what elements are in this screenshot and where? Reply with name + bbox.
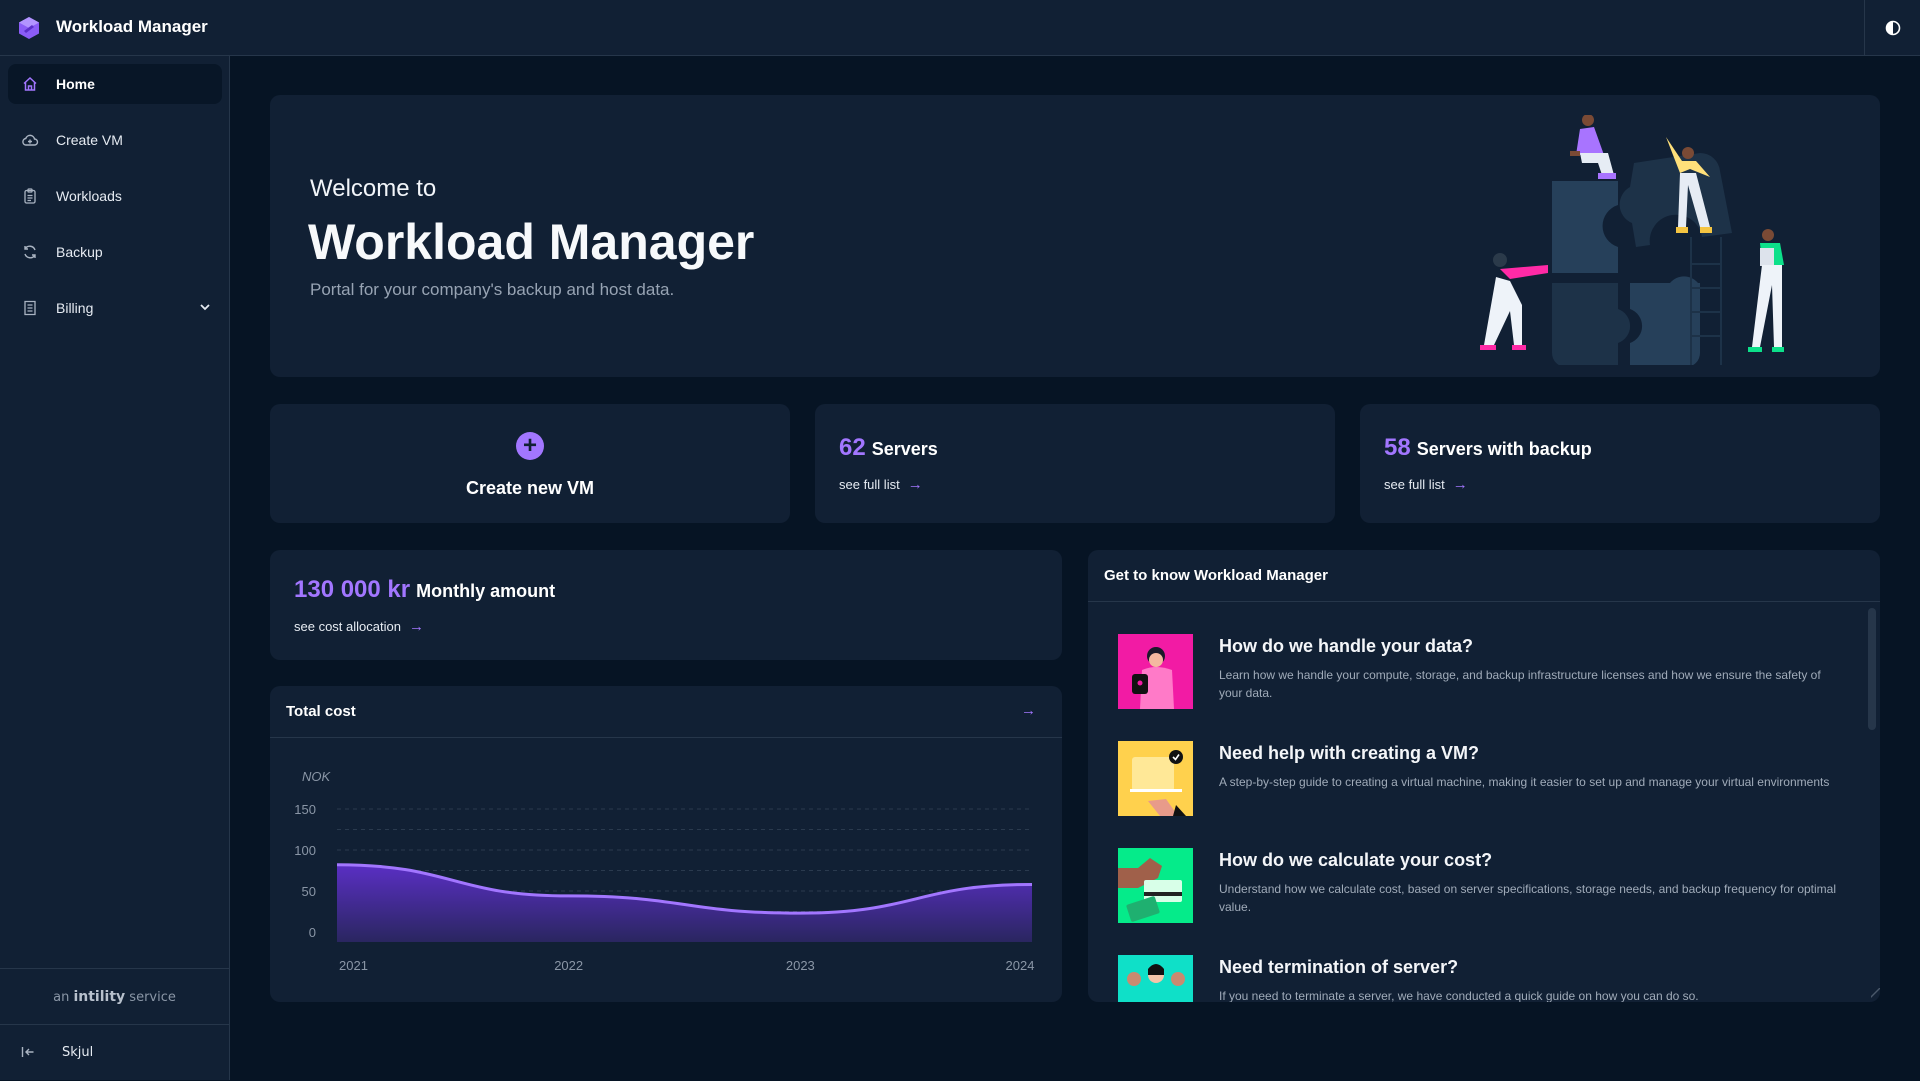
sidebar-item-label: Billing: [56, 300, 94, 316]
guide-item[interactable]: How do we calculate your cost? Understan…: [1118, 848, 1848, 928]
cloud-plus-icon: [20, 130, 40, 150]
create-vm-label: Create new VM: [465, 478, 595, 498]
get-to-know-header: Get to know Workload Manager: [1088, 550, 1880, 602]
guide-item[interactable]: Need help with creating a VM? A step-by-…: [1118, 741, 1848, 821]
backup-servers-card: 58 Servers with backup see full list →: [1360, 404, 1880, 523]
service-prefix: an: [53, 990, 70, 1005]
area-fill: [337, 864, 1032, 942]
service-suffix: service: [129, 990, 176, 1005]
y-tick-label: 0: [309, 925, 316, 940]
backup-label: Servers with backup: [1416, 439, 1592, 459]
plus-circle-icon: +: [516, 432, 544, 460]
laptop-check-illustration: [1118, 741, 1193, 816]
guide-item-description: A step-by-step guide to creating a virtu…: [1219, 775, 1830, 789]
service-footer: an intility service: [0, 968, 229, 1081]
top-bar: Workload Manager: [0, 0, 1920, 56]
sidebar-item-label: Home: [56, 76, 95, 92]
app-title: Workload Manager: [56, 17, 208, 36]
y-axis-label: NOK: [302, 769, 332, 784]
create-vm-card[interactable]: + Create new VM: [270, 404, 790, 523]
y-tick-label: 100: [294, 843, 316, 858]
get-to-know-title: Get to know Workload Manager: [1104, 567, 1328, 584]
backup-count: 58: [1384, 434, 1411, 461]
collapse-label: Skjul: [62, 1044, 94, 1060]
contrast-icon: [1885, 20, 1900, 35]
total-cost-card: Total cost → NOK 0 50 100 150 2021 2022 2023 20…: [270, 686, 1062, 1002]
sidebar-item-workloads[interactable]: Workloads: [8, 176, 222, 216]
total-cost-title: Total cost: [286, 703, 356, 720]
arrow-right-icon[interactable]: →: [1021, 702, 1036, 719]
intility-logo: intility: [73, 989, 126, 1005]
sidebar-item-label: Workloads: [56, 188, 122, 204]
monthly-amount: 130 000 kr: [294, 576, 411, 603]
link-label: see full list: [839, 477, 900, 492]
arrow-right-icon: →: [1452, 476, 1468, 493]
y-tick-label: 150: [294, 802, 316, 817]
monthly-label: Monthly amount: [416, 581, 556, 601]
guide-item-title: Need termination of server?: [1219, 957, 1459, 977]
guide-item-title: Need help with creating a VM?: [1219, 743, 1480, 763]
app-logo-icon: [19, 17, 39, 39]
guide-item-description: If you need to terminate a server, we ha…: [1219, 989, 1699, 1002]
receipt-icon: [20, 298, 40, 318]
arrow-right-icon: →: [408, 618, 424, 635]
sidebar: Home Create VM Workloads Backup Billing …: [0, 56, 230, 1080]
x-tick-label: 2021: [339, 958, 368, 973]
servers-label: Servers: [871, 439, 938, 459]
total-cost-chart: NOK 0 50 100 150 2021 2022 2023 2024: [294, 769, 1035, 973]
clipboard-icon: [20, 186, 40, 206]
refresh-icon: [20, 242, 40, 262]
total-cost-header: Total cost →: [270, 686, 1062, 738]
sidebar-item-billing[interactable]: Billing: [8, 288, 222, 328]
x-tick-label: 2023: [786, 958, 815, 973]
lock-person-illustration: [1118, 634, 1193, 709]
sidebar-item-backup[interactable]: Backup: [8, 232, 222, 272]
guide-item[interactable]: Need termination of server? If you need …: [1118, 955, 1848, 1002]
home-icon: [20, 74, 40, 94]
scrollbar[interactable]: [1868, 608, 1876, 730]
puzzle-team-illustration: [1480, 115, 1784, 365]
guide-item-description: Learn how we handle your compute, storag…: [1219, 668, 1821, 700]
theme-toggle-button[interactable]: [1864, 0, 1920, 55]
arrow-right-icon: →: [907, 476, 923, 493]
sidebar-item-label: Create VM: [56, 132, 123, 148]
hero-subtitle: Portal for your company's backup and hos…: [310, 280, 675, 299]
hero-welcome: Welcome to: [310, 175, 437, 202]
collapse-left-icon: [21, 1047, 34, 1057]
series-line: [336, 863, 1033, 915]
servers-card: 62 Servers see full list →: [815, 404, 1335, 523]
sidebar-item-label: Backup: [56, 244, 103, 260]
hero-banner: Welcome to Workload Manager Portal for y…: [270, 95, 1880, 377]
y-tick-label: 50: [302, 884, 316, 899]
chevron-down-icon[interactable]: [198, 300, 212, 314]
link-label: see full list: [1384, 477, 1445, 492]
team-illustration: [1118, 955, 1193, 1002]
guide-item-title: How do we handle your data?: [1219, 636, 1474, 656]
guide-item-title: How do we calculate your cost?: [1219, 850, 1493, 870]
servers-count: 62: [839, 434, 866, 461]
collapse-sidebar-button[interactable]: Skjul: [0, 1024, 229, 1079]
guide-item-description: Understand how we calculate cost, based …: [1219, 882, 1837, 914]
sidebar-item-create-vm[interactable]: Create VM: [8, 120, 222, 160]
x-tick-label: 2022: [554, 958, 583, 973]
credit-card-illustration: [1118, 848, 1193, 923]
sidebar-item-home[interactable]: Home: [8, 64, 222, 104]
get-to-know-card: Get to know Workload Manager How do we h…: [1088, 550, 1880, 1002]
x-tick-label: 2024: [1006, 958, 1035, 973]
link-label: see cost allocation: [294, 619, 401, 634]
cost-allocation-link[interactable]: see cost allocation →: [294, 618, 424, 635]
guide-item[interactable]: How do we handle your data? Learn how we…: [1118, 634, 1848, 714]
backup-see-full-list-link[interactable]: see full list →: [1384, 476, 1468, 493]
hero-title: Workload Manager: [308, 214, 755, 270]
servers-see-full-list-link[interactable]: see full list →: [839, 476, 923, 493]
monthly-amount-card: 130 000 kr Monthly amount see cost alloca…: [270, 550, 1062, 660]
resize-handle[interactable]: [1861, 988, 1880, 998]
